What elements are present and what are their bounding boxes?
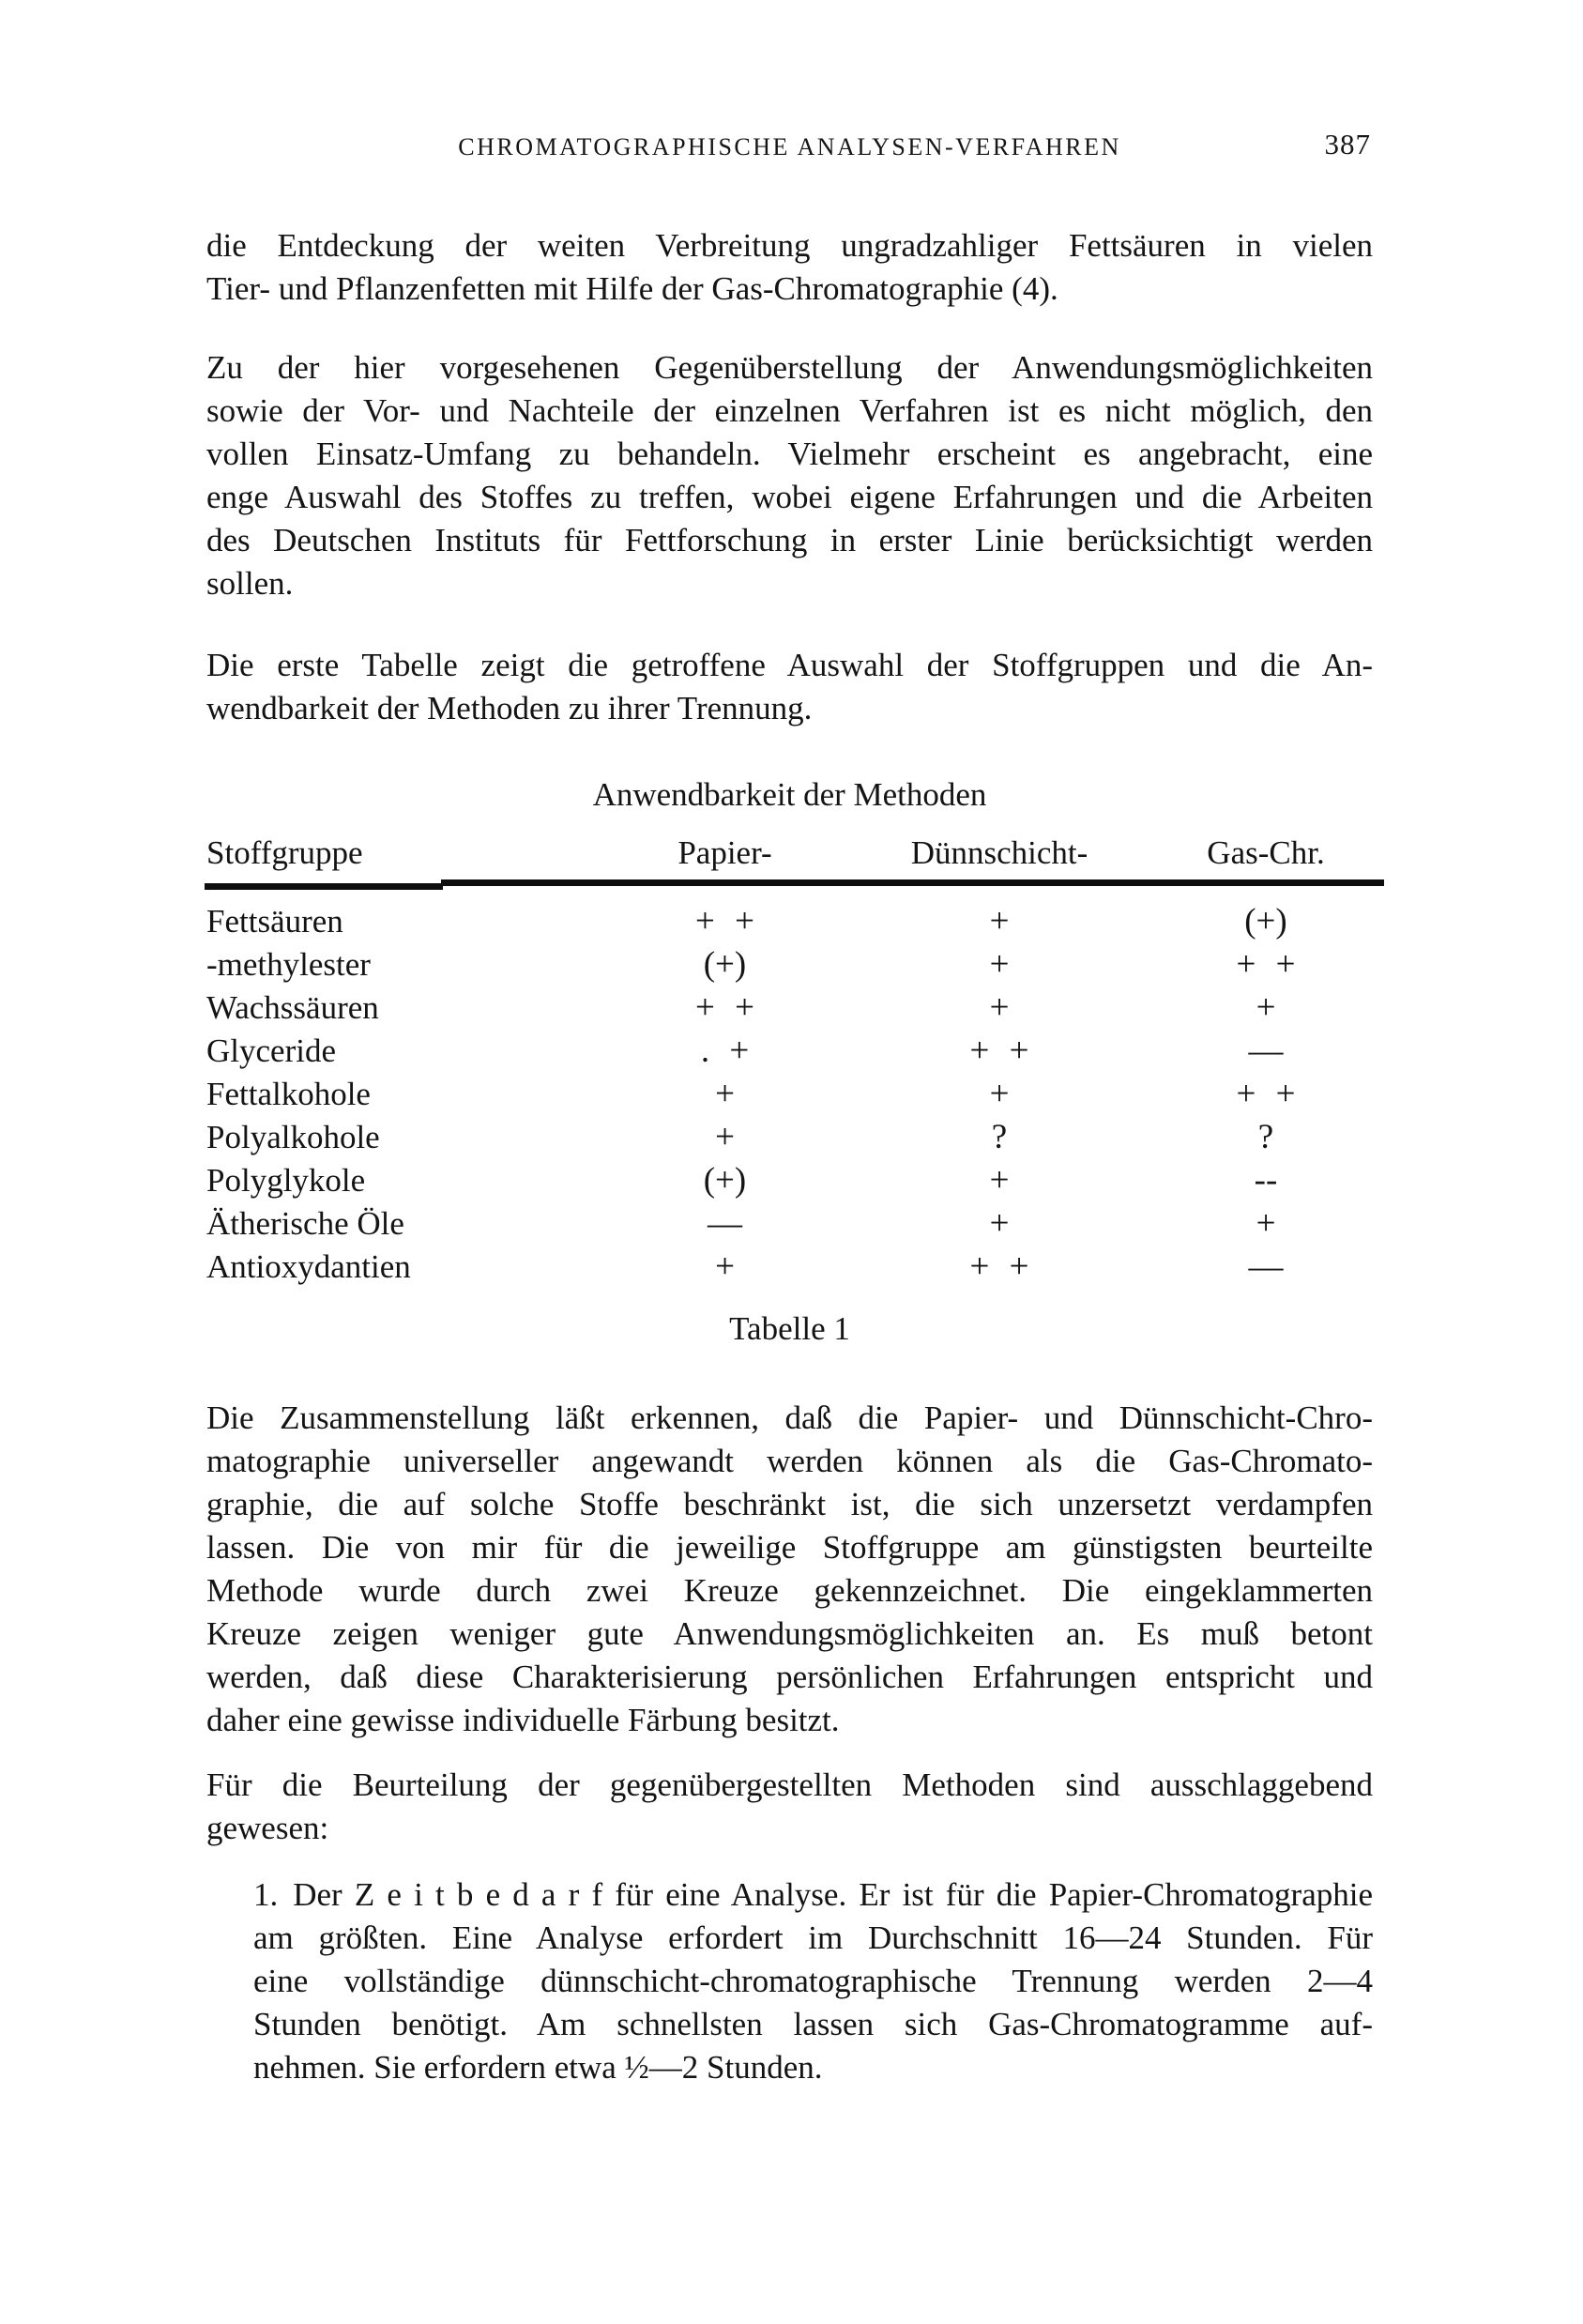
cell-papier: + xyxy=(715,1075,735,1113)
text-line: vollen Einsatz-Umfang zu behandeln. Viel… xyxy=(206,436,1373,472)
cell-gas-chr: -- xyxy=(1254,1161,1278,1200)
table-row: Fettsäuren + + + (+) xyxy=(206,900,1373,943)
paragraph-5: Für die Beurteilung der gegenübergestell… xyxy=(206,1764,1373,1850)
cell-papier: . + xyxy=(700,1032,750,1070)
paragraph-4: Die Zusammenstellung läßt erkennen, daß … xyxy=(206,1397,1373,1742)
cell-stoffgruppe: Ätherische Öle xyxy=(206,1205,404,1242)
text-line: Zu der hier vorgesehenen Gegenüberstellu… xyxy=(206,349,1373,386)
cell-duennschicht: + xyxy=(989,1204,1010,1243)
table-row: -methylester (+) + + + xyxy=(206,943,1373,986)
text-line: enge Auswahl des Stoffes zu treffen, wob… xyxy=(206,479,1373,515)
cell-stoffgruppe: Antioxydantien xyxy=(206,1248,411,1285)
text-line: am größten. Eine Analyse erfordert im Du… xyxy=(253,1919,1373,1956)
text-line: Stunden benötigt. Am schnellsten lassen … xyxy=(253,2006,1373,2042)
text-line: die Entdeckung der weiten Verbreitung un… xyxy=(206,227,1373,264)
cell-gas-chr: — xyxy=(1248,1032,1284,1070)
paragraph-3: Die erste Tabelle zeigt die getroffene A… xyxy=(206,644,1373,730)
cell-papier: + xyxy=(715,1118,735,1156)
cell-papier: + + xyxy=(695,902,754,940)
text-line: 1. Der Z e i t b e d a r f für eine Analy… xyxy=(253,1873,1373,1917)
cell-stoffgruppe: -methylester xyxy=(206,946,371,983)
table-caption: Tabelle 1 xyxy=(729,1310,850,1347)
cell-duennschicht: + + xyxy=(969,1247,1029,1286)
column-header-stoffgruppe: Stoffgruppe xyxy=(206,834,363,871)
cell-gas-chr: + xyxy=(1256,1204,1276,1243)
column-header-duennschicht: Dünnschicht- xyxy=(910,834,1088,871)
list-number: 1. xyxy=(253,1876,279,1913)
table-row: Ätherische Öle — + + xyxy=(206,1202,1373,1246)
text-line: nehmen. Sie erfordern etwa ½—2 Stunden. xyxy=(253,2049,823,2086)
cell-papier: — xyxy=(708,1204,742,1243)
cell-gas-chr: — xyxy=(1248,1247,1284,1286)
cell-duennschicht: + xyxy=(989,1075,1010,1113)
cell-duennschicht: + xyxy=(989,988,1010,1027)
numbered-list-item: 1. Der Z e i t b e d a r f für eine Analy… xyxy=(253,1873,1373,2089)
text-line: sowie der Vor- und Nachteile der einzeln… xyxy=(206,392,1373,429)
cell-papier: (+) xyxy=(703,945,747,984)
cell-gas-chr: (+) xyxy=(1244,902,1287,940)
cell-duennschicht: + + xyxy=(969,1032,1029,1070)
table-body: Fettsäuren + + + (+) -methylester (+) + … xyxy=(206,900,1373,1289)
text-line: werden, daß diese Charakterisierung pers… xyxy=(206,1659,1373,1695)
paragraph-1: die Entdeckung der weiten Verbreitung un… xyxy=(206,224,1373,311)
column-header-gas-chr: Gas-Chr. xyxy=(1207,834,1325,871)
cell-gas-chr: + xyxy=(1256,988,1276,1027)
text-line: gewesen: xyxy=(206,1810,329,1846)
text-line: Methode wurde durch zwei Kreuze gekennze… xyxy=(206,1572,1373,1609)
running-head: CHROMATOGRAPHISCHE ANALYSEN-VERFAHREN 38… xyxy=(206,128,1373,164)
text-line: Die erste Tabelle zeigt die getroffene A… xyxy=(206,647,1373,683)
cell-stoffgruppe: Glyceride xyxy=(206,1032,336,1069)
cell-papier: (+) xyxy=(703,1161,747,1200)
cell-duennschicht: + xyxy=(989,1161,1010,1200)
text-line: matographie universeller angewandt werde… xyxy=(206,1443,1373,1479)
text-line: Tier- und Pflanzenfetten mit Hilfe der G… xyxy=(206,270,1058,307)
table-header-row: Stoffgruppe Papier- Dünnschicht- Gas-Chr… xyxy=(206,832,1373,875)
table-header-rule xyxy=(205,879,1384,891)
cell-duennschicht: ? xyxy=(991,1118,1008,1156)
cell-stoffgruppe: Fettalkohole xyxy=(206,1076,371,1112)
cell-gas-chr: + + xyxy=(1236,1075,1296,1113)
page-number: 387 xyxy=(1324,128,1371,161)
table-row: Polyalkohole + ? ? xyxy=(206,1116,1373,1159)
running-head-title: CHROMATOGRAPHISCHE ANALYSEN-VERFAHREN xyxy=(458,133,1121,161)
text-line: des Deutschen Instituts für Fettforschun… xyxy=(206,522,1373,558)
cell-gas-chr: + + xyxy=(1236,945,1296,984)
cell-stoffgruppe: Polyalkohole xyxy=(206,1119,380,1155)
cell-stoffgruppe: Wachssäuren xyxy=(206,989,379,1026)
text-line: Die Zusammenstellung läßt erkennen, daß … xyxy=(206,1399,1373,1436)
table-row: Glyceride . + + + — xyxy=(206,1030,1373,1073)
table-row: Fettalkohole + + + + xyxy=(206,1073,1373,1116)
paragraph-2: Zu der hier vorgesehenen Gegenüberstellu… xyxy=(206,346,1373,605)
cell-duennschicht: + xyxy=(989,945,1010,984)
cell-papier: + + xyxy=(695,988,754,1027)
cell-papier: + xyxy=(715,1247,735,1286)
table-row: Polyglykole (+) + -- xyxy=(206,1159,1373,1202)
cell-gas-chr: ? xyxy=(1257,1118,1274,1156)
cell-stoffgruppe: Polyglykole xyxy=(206,1162,366,1199)
text-line: daher eine gewisse individuelle Färbung … xyxy=(206,1702,840,1738)
text-line: graphie, die auf solche Stoffe beschränk… xyxy=(206,1486,1373,1522)
text-line: Für die Beurteilung der gegenübergestell… xyxy=(206,1766,1373,1803)
text-line: eine vollständige dünnschicht-chromatogr… xyxy=(253,1963,1373,1999)
text-line: wendbarkeit der Methoden zu ihrer Trennu… xyxy=(206,690,813,726)
text-line: lassen. Die von mir für die jeweilige St… xyxy=(206,1529,1373,1566)
text-line: sollen. xyxy=(206,565,294,602)
table-title: Anwendbarkeit der Methoden xyxy=(592,776,987,813)
list-text: Der Z e i t b e d a r f für eine Analyse… xyxy=(293,1876,1373,1913)
text-line: Kreuze zeigen weniger gute Anwendungsmög… xyxy=(206,1615,1373,1652)
column-header-papier: Papier- xyxy=(677,834,772,871)
table-row: Antioxydantien + + + — xyxy=(206,1246,1373,1289)
cell-stoffgruppe: Fettsäuren xyxy=(206,903,343,940)
cell-duennschicht: + xyxy=(989,902,1010,940)
table-row: Wachssäuren + + + + xyxy=(206,986,1373,1030)
